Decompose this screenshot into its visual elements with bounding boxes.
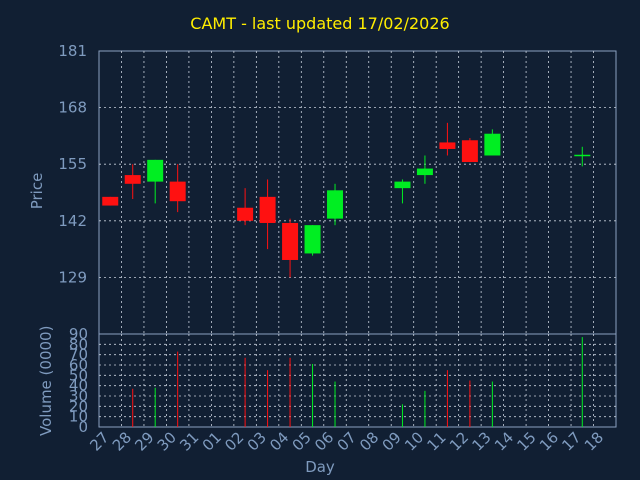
candle-body xyxy=(124,175,141,184)
volume-tick-label: 20 xyxy=(69,397,88,415)
candle-body xyxy=(259,196,276,223)
volume-frame xyxy=(98,333,617,428)
price-tick-label: 168 xyxy=(58,99,87,117)
day-tick-label: 18 xyxy=(581,428,607,454)
volume-tick-label: 30 xyxy=(69,387,88,405)
candle-body xyxy=(169,181,186,202)
candle-body xyxy=(484,133,501,156)
day-axis-label: Day xyxy=(305,458,335,476)
candle-body xyxy=(327,190,344,219)
volume-tick-label: 60 xyxy=(69,356,88,374)
candle-body xyxy=(394,181,411,189)
volume-tick-label: 50 xyxy=(69,366,88,384)
candle-body xyxy=(102,196,119,206)
candle-body xyxy=(304,225,321,254)
chart-title: CAMT - last updated 17/02/2026 xyxy=(190,14,450,33)
day-axis: 2728293031010203040506070809101112131415… xyxy=(86,428,607,454)
candle-body xyxy=(147,159,164,182)
volume-tick-label: 40 xyxy=(69,377,88,395)
volume-tick-label: 10 xyxy=(69,408,88,426)
price-tick-label: 129 xyxy=(58,268,87,286)
price-tick-label: 142 xyxy=(58,212,87,230)
volume-tick-label: 90 xyxy=(69,325,88,343)
candle-body xyxy=(282,222,299,260)
volume-axis-label: Volume (0000) xyxy=(37,325,55,436)
candle-body xyxy=(237,207,254,221)
price-tick-label: 155 xyxy=(58,155,87,173)
price-panel: 129 142 155 168 181 xyxy=(58,42,617,335)
volume-tick-label: 70 xyxy=(69,346,88,364)
candle-body xyxy=(439,142,456,149)
price-tick-label: 181 xyxy=(58,42,87,60)
volume-tick-label: 80 xyxy=(69,335,88,353)
candle-body xyxy=(461,140,478,163)
price-axis-label: Price xyxy=(28,172,46,210)
candle-body xyxy=(416,168,433,176)
volume-tick-label: 0 xyxy=(78,418,88,436)
